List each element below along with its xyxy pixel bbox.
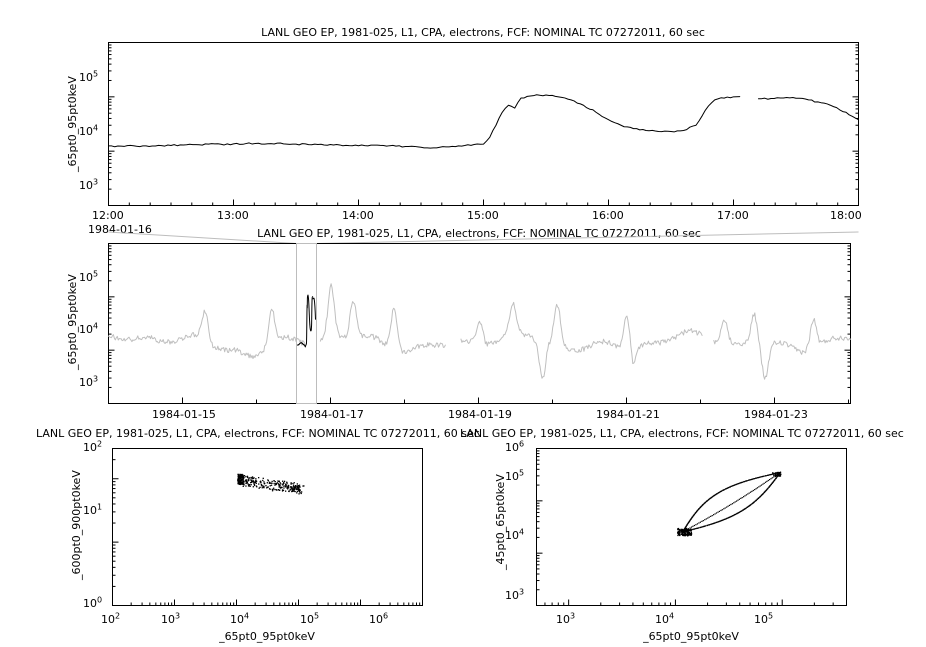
zoom-connector-left <box>108 231 297 244</box>
panel4-scatter-points <box>677 471 782 537</box>
zoom-connector-right <box>316 231 859 244</box>
panel4-title: LANL GEO EP, 1981-025, L1, CPA, electron… <box>460 427 904 440</box>
panel1-series-flux <box>108 94 859 149</box>
panel2-xtick-0123: 1984-01-23 <box>744 408 808 421</box>
panel1-date-label: 1984-01-16 <box>88 223 152 236</box>
panel4-xtick-1e5: 105 <box>754 611 774 626</box>
panel2-ytick-1e4: 104 <box>79 321 99 336</box>
panel3-frame <box>112 448 423 606</box>
panel4-xtick-1e4: 104 <box>655 611 675 626</box>
panel4-ytick-1e3: 103 <box>505 587 525 602</box>
panel3-scatter-points <box>237 473 305 495</box>
panel3-title: LANL GEO EP, 1981-025, L1, CPA, electron… <box>36 427 480 440</box>
panel1-xtick-16: 16:00 <box>592 209 624 222</box>
panel3-xtick-1e6: 106 <box>369 611 389 626</box>
panel1-xtick-18: 18:00 <box>830 209 862 222</box>
panel1-xtick-13: 13:00 <box>217 209 249 222</box>
panel4-ytick-1e4: 104 <box>505 527 525 542</box>
panel4-xtick-1e3: 103 <box>556 611 576 626</box>
panel2-ytick-1e3: 103 <box>79 374 99 389</box>
panel3-ytick-1e1: 101 <box>83 502 103 517</box>
panel2-title: LANL GEO EP, 1981-025, L1, CPA, electron… <box>257 227 701 240</box>
panel1-xtick-14: 14:00 <box>342 209 374 222</box>
panel2-xticks <box>108 397 849 404</box>
panel4-ticks <box>536 448 847 606</box>
panel1-title: LANL GEO EP, 1981-025, L1, CPA, electron… <box>261 26 705 39</box>
panel2-series-highlight <box>297 294 316 348</box>
panel3-xtick-1e4: 104 <box>230 611 250 626</box>
panel2-frame <box>108 243 851 404</box>
panel2-xtick-0117: 1984-01-17 <box>300 408 364 421</box>
panel4-xlabel: _65pt0_95pt0keV <box>643 630 739 643</box>
panel2-yticks <box>108 243 851 404</box>
panel3-xtick-1e2: 102 <box>101 611 121 626</box>
panel3-ticks <box>112 448 423 606</box>
panel2-zoom-box[interactable] <box>296 243 317 404</box>
panel1-ytick-1e3: 103 <box>79 177 99 192</box>
panel4-ytick-1e5: 105 <box>505 468 525 483</box>
panel1-ytick-1e4: 104 <box>79 123 99 138</box>
panel2-xtick-0119: 1984-01-19 <box>448 408 512 421</box>
panel1-yticks <box>108 42 859 206</box>
panel3-ytick-1e2: 102 <box>83 439 103 454</box>
panel3-xlabel: _65pt0_95pt0keV <box>219 630 315 643</box>
panel3-xtick-1e5: 105 <box>300 611 320 626</box>
panel1-xtick-17: 17:00 <box>717 209 749 222</box>
panel4-ytick-1e6: 106 <box>505 439 525 454</box>
panel3-xtick-1e3: 103 <box>161 611 181 626</box>
panel1-xticks <box>108 199 859 206</box>
panel4-frame <box>536 448 847 606</box>
panel1-xtick-12: 12:00 <box>92 209 124 222</box>
panel2-ytick-1e5: 105 <box>79 269 99 284</box>
panel3-ytick-1e0: 100 <box>83 595 103 610</box>
panel2-xtick-0115: 1984-01-15 <box>152 408 216 421</box>
panel2-series-context <box>108 283 851 380</box>
panel1-ytick-1e5: 105 <box>79 69 99 84</box>
panel2-xtick-0121: 1984-01-21 <box>596 408 660 421</box>
panel1-xtick-15: 15:00 <box>467 209 499 222</box>
